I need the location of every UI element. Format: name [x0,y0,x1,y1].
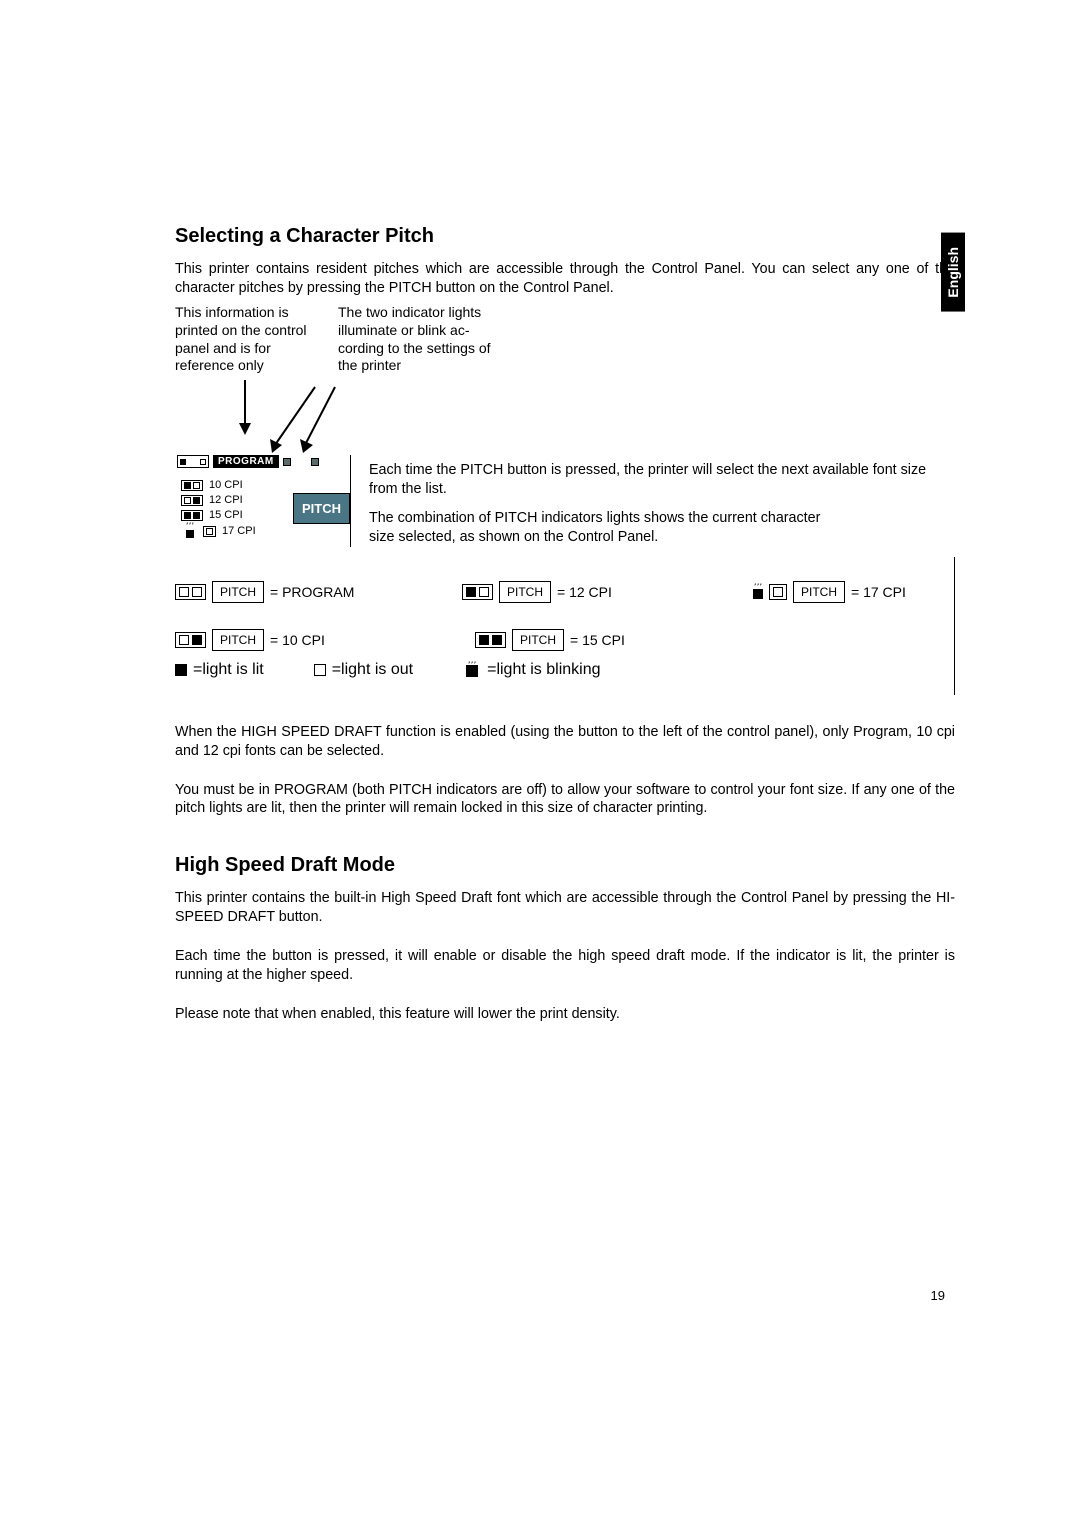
page-number: 19 [931,1288,945,1303]
pitch-label: PITCH [793,581,845,603]
side-p1: Each time the PITCH button is pressed, t… [369,461,955,499]
annotation-left: This information is printed on the con­t… [175,304,330,376]
panel-row: PROGRAM 10 CPI 12 CPI 15 CPI ٬٬٬17 CPI P… [175,455,955,552]
legend-row: =light is lit =light is out ٬٬٬=light is… [175,661,946,679]
section2-title: High Speed Draft Mode [175,854,955,877]
pitch-label: PITCH [212,629,264,651]
control-panel-diagram: PROGRAM 10 CPI 12 CPI 15 CPI ٬٬٬17 CPI P… [175,455,351,547]
annotation-right: The two indicator lights illuminate or b… [338,304,493,376]
section1-post-p1: When the HIGH SPEED DRAFT function is en… [175,723,955,761]
pitch-label: PITCH [499,581,551,603]
side-p2: The combination of PITCH indicators ligh… [369,509,955,547]
legend-blink: ٬٬٬=light is blinking [463,661,600,679]
section1-title: Selecting a Character Pitch [175,225,955,248]
annotation-row: This information is printed on the con­t… [175,304,955,376]
led-icon [311,458,319,466]
pitch-label: PITCH [212,581,264,603]
pitch-item-15cpi: PITCH = 15 CPI [475,629,685,651]
pitch-item-10cpi: PITCH = 10 CPI [175,629,385,651]
arrows-diagram [175,375,485,455]
section1-post-p2: You must be in PROGRAM (both PITCH indic… [175,781,955,819]
hsd-button-icon [177,455,209,468]
pitch-item-17cpi: ٬٬٬ PITCH = 17 CPI [749,581,946,603]
pitch-item-12cpi: PITCH = 12 CPI [462,581,659,603]
cpi-row-12: 12 CPI [181,494,293,506]
section2-p2: Each time the button is pressed, it will… [175,947,955,985]
pitch-label: PITCH [512,629,564,651]
section2-p1: This printer contains the built-in High … [175,889,955,927]
pitch-indicator-grid: PITCH = PROGRAM PITCH = 12 CPI ٬٬٬ PITCH… [175,557,955,695]
program-label: PROGRAM [213,455,279,468]
cpi-row-15: 15 CPI [181,509,293,521]
blink-icon: ٬٬٬ [463,663,481,677]
section1-intro: This printer contains resident pitches w… [175,260,955,298]
pitch-item-program: PITCH = PROGRAM [175,581,372,603]
section2-p3: Please note that when enabled, this feat… [175,1005,955,1024]
cpi-row-17: ٬٬٬17 CPI [181,524,293,538]
legend-lit: =light is lit [175,661,264,679]
blink-icon: ٬٬٬ [749,585,767,599]
program-bar: PROGRAM [175,455,350,468]
language-tab: English [941,233,965,312]
cpi-row-10: 10 CPI [181,479,293,491]
legend-out: =light is out [314,661,413,679]
led-icon [283,458,291,466]
pitch-button[interactable]: PITCH [293,493,350,524]
